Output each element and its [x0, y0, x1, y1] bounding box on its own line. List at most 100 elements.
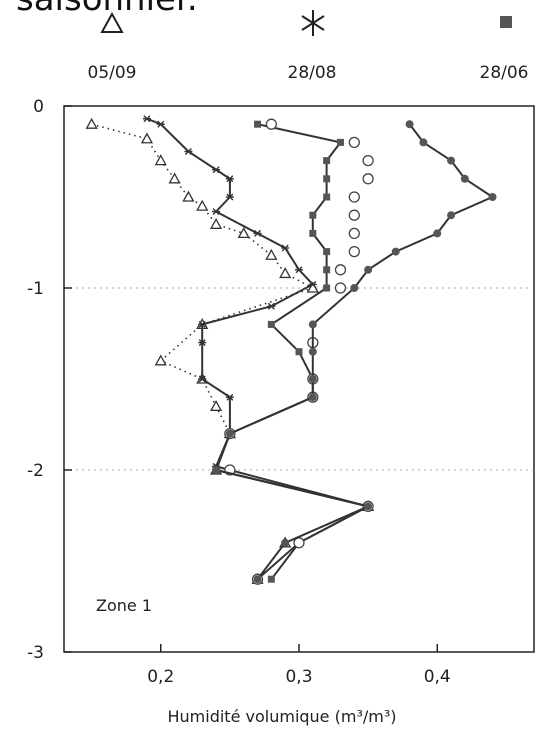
data-point: [140, 132, 154, 144]
data-point: [184, 148, 193, 155]
data-point: [323, 175, 331, 183]
triangle-icon: [100, 11, 124, 33]
legend-item-28-06: 28/06: [480, 16, 529, 83]
series-line: [214, 123, 371, 580]
data-point: [308, 393, 317, 402]
data-point: [334, 264, 347, 276]
series-circle-filled: [212, 120, 497, 584]
asterisk-stroke: [212, 208, 220, 216]
data-point: [154, 154, 167, 166]
data-point: [308, 280, 317, 288]
data-point: [308, 320, 317, 329]
data-point: [364, 502, 373, 511]
asterisk-stroke: [184, 148, 192, 155]
data-point: [225, 193, 234, 201]
legend-item-05-09: 05/09: [88, 11, 137, 83]
data-point: [265, 248, 278, 260]
asterisk-stroke: [309, 280, 317, 288]
asterisk-stroke: [212, 166, 220, 174]
data-point: [460, 174, 469, 183]
data-point: [348, 227, 360, 240]
x-axis-label: Humidité volumique (m³/m³): [168, 707, 397, 726]
series-square-filled: [212, 120, 372, 583]
data-point: [253, 575, 262, 584]
data-point: [405, 120, 414, 129]
data-point: [267, 575, 275, 583]
plot-area: 0,2 0,3 0,4 0 -1 -2 -3 Zone 1: [27, 97, 535, 687]
data-point: [295, 266, 303, 274]
data-point: [254, 120, 262, 128]
legend-label: 05/09: [88, 63, 137, 83]
legend: 05/09 28/08 28/06: [88, 10, 529, 83]
data-point: [196, 199, 209, 211]
data-point: [323, 284, 331, 292]
data-point: [348, 136, 360, 149]
x-tick-label: 0,2: [147, 667, 174, 687]
zone-annotation: Zone 1: [96, 596, 152, 615]
asterisk-stroke: [226, 193, 234, 201]
data-point: [447, 156, 456, 165]
data-point: [323, 248, 331, 256]
legend-label: 28/06: [480, 63, 529, 83]
data-point: [225, 429, 234, 438]
data-point: [281, 244, 290, 252]
series-line: [91, 123, 371, 580]
data-point: [198, 375, 207, 383]
data-point: [323, 266, 331, 274]
y-tick-label: -3: [27, 643, 44, 663]
data-point: [348, 209, 360, 221]
asterisk-stroke: [295, 266, 303, 274]
data-point: [362, 173, 374, 185]
data-point: [225, 175, 234, 183]
legend-item-28-08: 28/08: [288, 10, 337, 83]
y-tick-label: -2: [27, 461, 44, 481]
cut-caption: saisonnier.: [16, 0, 198, 19]
series-layer: [85, 115, 497, 585]
data-point: [308, 375, 317, 383]
data-point: [267, 320, 275, 328]
asterisk-stroke: [198, 375, 206, 383]
data-point: [348, 191, 360, 203]
asterisk-stroke: [281, 244, 289, 252]
series-line: [146, 117, 371, 580]
data-point: [156, 120, 165, 128]
data-point: [281, 538, 290, 547]
asterisk-stroke: [226, 393, 234, 401]
data-point: [308, 347, 317, 356]
data-point: [447, 211, 456, 220]
data-point: [488, 193, 497, 201]
axis-ticks: 0,2 0,3 0,4 0 -1 -2 -3: [27, 97, 451, 687]
data-point: [295, 348, 303, 356]
data-point: [212, 166, 221, 174]
data-point: [364, 265, 373, 274]
y-tick-label: 0: [33, 97, 44, 117]
data-point: [419, 138, 428, 147]
data-point: [362, 154, 374, 167]
data-point: [182, 190, 195, 202]
grid: [64, 287, 534, 471]
data-point: [391, 247, 400, 256]
data-point: [350, 284, 359, 292]
data-point: [209, 399, 223, 411]
square-icon: [500, 16, 512, 28]
data-point: [433, 229, 442, 238]
data-point: [168, 172, 181, 184]
data-point: [323, 193, 331, 201]
data-point: [279, 267, 292, 279]
data-point: [212, 208, 221, 216]
asterisk-stroke: [267, 302, 275, 310]
plot-frame: [63, 105, 535, 653]
y-tick-label: -1: [27, 279, 44, 299]
data-point: [198, 320, 207, 328]
asterisk-stroke: [226, 175, 234, 183]
data-point: [309, 211, 317, 219]
x-tick-label: 0,3: [285, 667, 312, 687]
asterisk-stroke: [157, 120, 165, 128]
data-point: [198, 339, 207, 347]
data-point: [309, 229, 317, 237]
data-point: [85, 117, 98, 129]
asterisk-stroke: [198, 339, 206, 347]
asterisk-stroke: [143, 115, 151, 123]
data-point: [225, 393, 234, 401]
